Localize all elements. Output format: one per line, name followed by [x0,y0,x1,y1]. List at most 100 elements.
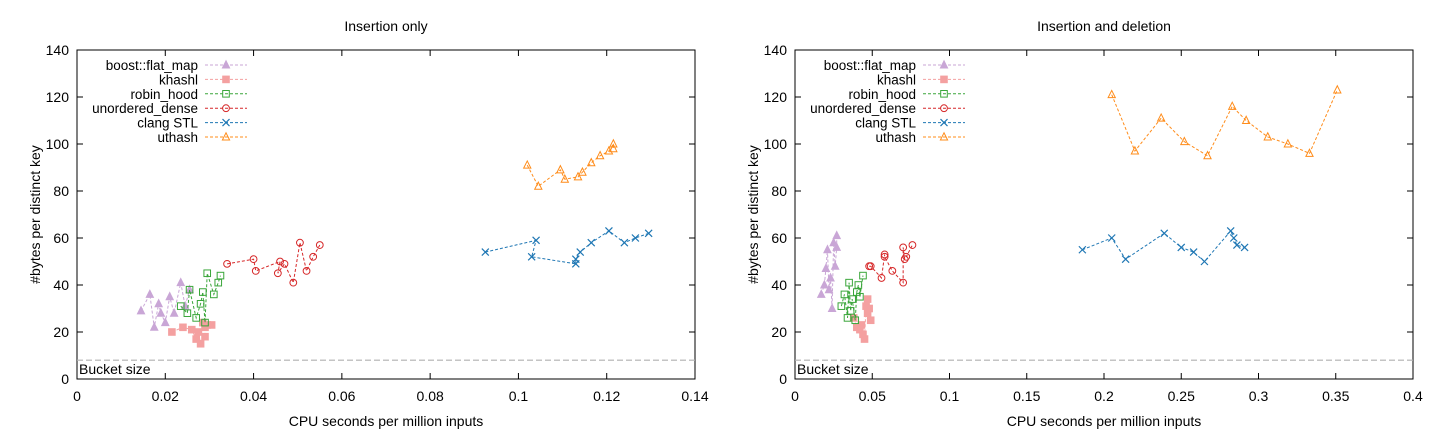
legend-marker [940,75,948,84]
data-point [145,289,155,298]
data-point [273,269,282,278]
data-point [289,278,298,287]
data-point [854,281,863,289]
legend-label: robin_hood [130,87,198,102]
data-point [832,230,842,240]
data-point [149,321,159,331]
data-point [823,244,832,254]
bucket-size-label: Bucket size [79,361,151,377]
x-axis-label: CPU seconds per million inputs [1007,413,1202,429]
x-tick-label: 0.1 [940,388,960,404]
data-point [1121,255,1130,264]
series-line [180,273,221,323]
data-point [877,274,886,282]
data-point [207,321,216,329]
y-tick-label: 40 [53,277,69,293]
legend-marker [222,118,230,127]
data-point [900,255,909,264]
series-unordered-dense [865,241,917,287]
data-point [196,300,205,308]
x-tick-label: 0.35 [1322,388,1349,404]
data-point [851,316,860,325]
data-point [821,263,831,273]
data-point [1107,89,1117,99]
legend-label: khashl [159,72,198,87]
data-point [1189,248,1198,257]
data-point [866,316,875,325]
data-point [527,252,536,261]
x-tick-label: 0.2 [1094,388,1114,404]
data-point [223,259,231,268]
x-tick-label: 0.02 [152,388,179,404]
legend-marker [221,131,231,141]
legend-marker [939,59,949,69]
legend: boost::flat_mapkhashlrobin_hoodunordered… [810,58,965,145]
data-point [522,159,532,169]
data-point [302,267,311,275]
data-point [848,295,856,303]
data-point [899,243,908,252]
x-tick-label: 0.4 [1403,388,1423,404]
series-khashl [849,295,875,343]
data-point [201,318,209,327]
x-axis-label: CPU seconds per million inputs [289,413,484,429]
bucket-size-label: Bucket size [797,361,869,377]
y-tick-label: 60 [53,230,69,246]
legend-marker [222,104,230,113]
legend-marker [940,118,948,127]
y-tick-label: 80 [53,183,69,199]
data-point [1078,245,1087,254]
series-khashl [168,318,216,348]
data-point [576,248,585,257]
legend-marker [940,104,948,113]
series-line [1111,89,1338,157]
data-point [608,138,618,148]
legend-marker [222,75,230,84]
data-point [1156,112,1166,122]
data-point [309,252,318,261]
legend-marker [221,59,231,69]
data-point [830,260,840,270]
x-tick-label: 0.15 [1013,388,1040,404]
data-point [571,255,580,264]
y-tick-label: 140 [46,42,70,58]
data-point [203,269,212,278]
data-point [899,278,908,287]
legend-label: uthash [157,130,198,145]
series-line [1082,230,1245,263]
data-point [192,314,200,322]
data-point [1200,257,1209,266]
data-point [1179,136,1189,146]
series-clang-stl [481,227,653,268]
chart-title: Insertion and deletion [1037,18,1171,34]
data-point [179,323,187,332]
data-point [201,332,209,341]
data-point [1283,138,1293,148]
data-point [840,290,849,299]
data-point [631,234,640,242]
data-point [560,173,570,183]
data-point [827,303,837,312]
data-point [865,304,873,313]
data-point [595,150,605,160]
data-point [849,314,858,322]
data-point [644,229,653,238]
y-tick-label: 140 [764,42,788,58]
data-point [1177,243,1186,252]
data-point [216,271,225,280]
data-point [856,292,864,301]
series-line [526,142,614,188]
data-point [620,238,629,247]
data-point [251,267,260,275]
series-boost-flat-map [816,230,842,312]
legend-label: uthash [875,130,916,145]
data-point [1160,229,1169,238]
data-point [865,262,874,271]
series-line [485,230,649,265]
legend-label: robin_hood [848,87,916,102]
series-robin-hood [837,271,867,325]
data-point [880,250,889,259]
data-point [187,325,196,334]
legend-label: unordered_dense [92,101,198,116]
